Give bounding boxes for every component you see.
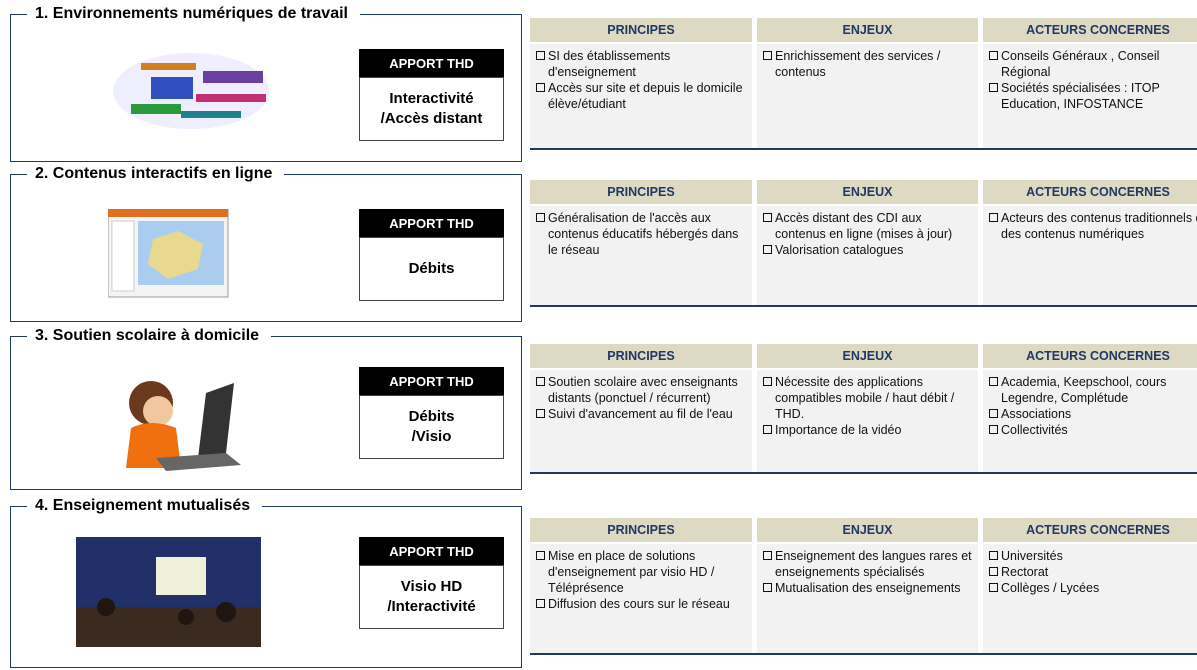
table-cell: SI des établissements d'enseignement Accè… <box>530 44 752 148</box>
table-cell: Enseignement des langues rares et enseig… <box>757 544 978 653</box>
section-frame: 1. Environnements numériques de travail A… <box>10 5 522 162</box>
column-header: ENJEUX <box>757 18 978 42</box>
apport-line: /Interactivité <box>387 598 476 615</box>
column-header: ACTEURS CONCERNES <box>983 344 1197 368</box>
apport-line: Débits <box>408 260 455 277</box>
table-cell: Conseils Généraux , Conseil Régional Soci… <box>983 44 1197 148</box>
bullet-item: Conseils Généraux , Conseil Régional <box>989 48 1197 80</box>
illustration <box>113 53 269 129</box>
column-header: PRINCIPES <box>530 344 752 368</box>
column-header: ENJEUX <box>757 344 978 368</box>
page: 1. Environnements numériques de travail A… <box>0 5 1197 668</box>
column-header: PRINCIPES <box>530 518 752 542</box>
column-header: PRINCIPES <box>530 180 752 204</box>
table: PRINCIPES Soutien scolaire avec enseignan… <box>530 344 1197 476</box>
bullet-item: Nécessite des applications compatibles m… <box>763 374 974 422</box>
column-header: ACTEURS CONCERNES <box>983 518 1197 542</box>
apport-line: Interactivité <box>389 90 474 107</box>
table-cell: Nécessite des applications compatibles m… <box>757 370 978 472</box>
illustration <box>76 537 261 647</box>
bullet-item: Accès sur site et depuis le domicile élè… <box>536 80 748 112</box>
column-header: ENJEUX <box>757 518 978 542</box>
table-cell: Academia, Keepschool, cours Legendre, Co… <box>983 370 1197 472</box>
section-title: 3. Soutien scolaire à domicile <box>27 327 272 345</box>
table: PRINCIPES Mise en place de solutions d'en… <box>530 518 1197 657</box>
bullet-item: Valorisation catalogues <box>763 242 974 258</box>
bullet-item: Collectivités <box>989 422 1197 438</box>
bullet-item: Sociétés spécialisées : ITOP Education, … <box>989 80 1197 112</box>
bullet-item: Acteurs des contenus traditionnels et de… <box>989 210 1197 242</box>
bullet-item: Importance de la vidéo <box>763 422 974 438</box>
apport-value: Interactivité/Accès distant <box>359 77 504 141</box>
apport-line: Visio HD <box>400 578 463 595</box>
bullet-item: Enrichissement des services / contenus <box>763 48 974 80</box>
table: PRINCIPES SI des établissements d'enseign… <box>530 18 1197 152</box>
apport-label: APPORT THD <box>359 209 504 237</box>
bullet-item: SI des établissements d'enseignement <box>536 48 748 80</box>
bullet-item: Mutualisation des enseignements <box>763 580 974 596</box>
column-header: ACTEURS CONCERNES <box>983 180 1197 204</box>
section-frame: 2. Contenus interactifs en ligne APPORT T… <box>10 165 522 322</box>
table-rule <box>530 653 1197 655</box>
illustration <box>108 209 229 298</box>
bullet-item: Soutien scolaire avec enseignants distan… <box>536 374 748 406</box>
section: 1. Environnements numériques de travail A… <box>0 5 1197 164</box>
bullet-item: Accès distant des CDI aux contenus en li… <box>763 210 974 242</box>
table-rule <box>530 472 1197 474</box>
apport-value: Visio HD/Interactivité <box>359 565 504 629</box>
bullet-item: Academia, Keepschool, cours Legendre, Co… <box>989 374 1197 406</box>
apport-label: APPORT THD <box>359 537 504 565</box>
bullet-item: Universités <box>989 548 1197 564</box>
bullet-item: Rectorat <box>989 564 1197 580</box>
table-cell: Généralisation de l'accès aux contenus é… <box>530 206 752 305</box>
apport-label: APPORT THD <box>359 367 504 395</box>
section-title: 4. Enseignement mutualisés <box>27 497 263 515</box>
table-cell: Universités Rectorat Collèges / Lycées <box>983 544 1197 653</box>
illustration <box>106 373 256 473</box>
bullet-item: Associations <box>989 406 1197 422</box>
table: PRINCIPES Généralisation de l'accès aux c… <box>530 180 1197 309</box>
bullet-item: Enseignement des langues rares et enseig… <box>763 548 974 580</box>
table-cell: Soutien scolaire avec enseignants distan… <box>530 370 752 472</box>
table-cell: Mise en place de solutions d'enseignemen… <box>530 544 752 653</box>
section-title: 1. Environnements numériques de travail <box>27 5 360 23</box>
table-rule <box>530 148 1197 150</box>
bullet-item: Généralisation de l'accès aux contenus é… <box>536 210 748 258</box>
section-frame: 3. Soutien scolaire à domicile APPORT THD… <box>10 327 522 490</box>
bullet-item: Mise en place de solutions d'enseignemen… <box>536 548 748 596</box>
table-cell: Accès distant des CDI aux contenus en li… <box>757 206 978 305</box>
apport-value: Débits <box>359 237 504 301</box>
section-frame: 4. Enseignement mutualisés APPORT THD Visi… <box>10 497 522 668</box>
apport-value: Débits/Visio <box>359 395 504 459</box>
apport-line: /Visio <box>411 428 452 445</box>
column-header: PRINCIPES <box>530 18 752 42</box>
table-cell: Acteurs des contenus traditionnels et de… <box>983 206 1197 305</box>
section: 2. Contenus interactifs en ligne APPORT T… <box>0 165 1197 324</box>
apport-label: APPORT THD <box>359 49 504 77</box>
bullet-item: Collèges / Lycées <box>989 580 1197 596</box>
section: 3. Soutien scolaire à domicile APPORT THD… <box>0 327 1197 492</box>
bullet-item: Diffusion des cours sur le réseau <box>536 596 748 612</box>
section: 4. Enseignement mutualisés APPORT THD Visi… <box>0 497 1197 670</box>
column-header: ENJEUX <box>757 180 978 204</box>
table-rule <box>530 305 1197 307</box>
apport-line: /Accès distant <box>380 110 483 127</box>
column-header: ACTEURS CONCERNES <box>983 18 1197 42</box>
bullet-item: Suivi d'avancement au fil de l'eau <box>536 406 748 422</box>
table-cell: Enrichissement des services / contenus <box>757 44 978 148</box>
section-title: 2. Contenus interactifs en ligne <box>27 165 285 183</box>
apport-line: Débits <box>408 408 455 425</box>
